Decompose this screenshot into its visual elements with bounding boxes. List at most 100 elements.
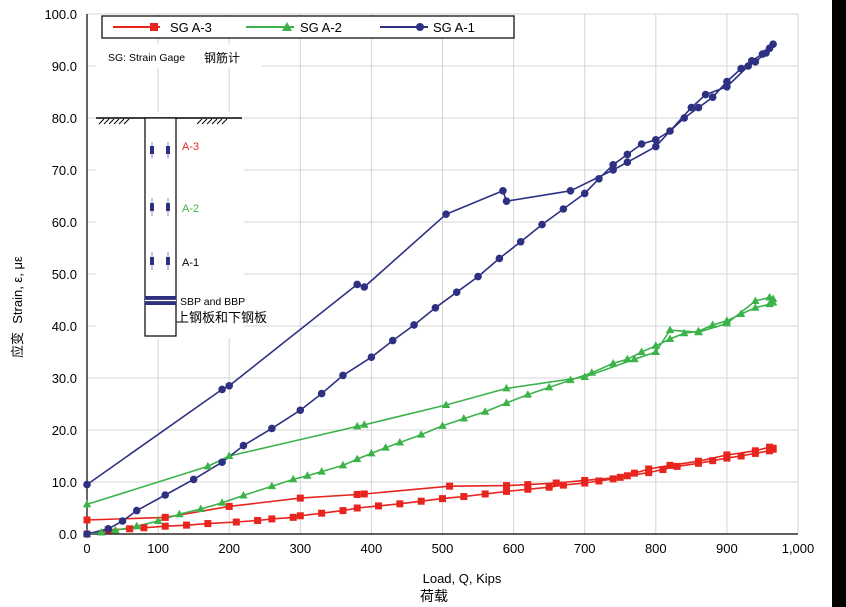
data-point-sg-a2 <box>352 454 362 463</box>
data-point-sg-a3 <box>609 475 617 483</box>
data-point-sg-a2 <box>523 390 533 398</box>
data-point-sg-a1 <box>353 280 361 289</box>
data-point-sg-a2 <box>680 328 689 337</box>
data-point-sg-a2 <box>722 318 732 327</box>
data-point-sg-a3 <box>360 490 368 498</box>
data-point-sg-a3 <box>616 473 624 481</box>
data-point-sg-a2 <box>132 521 141 530</box>
data-point-sg-a2 <box>544 382 554 391</box>
data-point-sg-a3 <box>318 509 326 517</box>
x-tick-label: 600 <box>503 541 525 556</box>
data-point-sg-a3 <box>353 490 361 498</box>
data-point-sg-a3 <box>694 457 702 465</box>
pile-diagram-inset: SG: Strain Gage 钢筋计 <box>96 44 267 338</box>
data-point-sg-a2 <box>651 347 660 355</box>
data-point-sg-a3 <box>268 515 276 523</box>
y-tick-label: 20.0 <box>52 423 77 438</box>
data-point-sg-a3 <box>296 494 304 502</box>
data-point-sg-a1 <box>431 304 440 312</box>
data-point-sg-a3 <box>751 447 759 455</box>
data-point-sg-a3 <box>289 513 297 521</box>
data-point-sg-a3 <box>396 500 404 508</box>
data-point-sg-a3 <box>126 525 134 533</box>
x-tick-label: 1,000 <box>782 541 815 556</box>
data-point-sg-a1 <box>452 288 461 297</box>
series-markers <box>82 40 778 538</box>
x-tick-label: 900 <box>716 541 738 556</box>
data-point-sg-a2 <box>317 467 326 475</box>
data-point-sg-a1 <box>367 353 376 362</box>
data-point-sg-a2 <box>736 309 746 318</box>
data-point-sg-a1 <box>744 62 753 70</box>
data-point-sg-a3 <box>623 472 631 480</box>
data-point-sg-a1 <box>388 336 397 345</box>
y-tick-label: 10.0 <box>52 475 77 490</box>
data-point-sg-a3 <box>481 490 489 498</box>
data-point-sg-a3 <box>737 452 745 460</box>
x-tick-label: 200 <box>218 541 240 556</box>
data-point-sg-a1 <box>339 371 347 380</box>
gage-label-a3: A-3 <box>182 141 199 153</box>
data-point-sg-a1 <box>268 424 276 433</box>
data-point-sg-a2 <box>630 354 639 363</box>
data-point-sg-a3 <box>559 481 567 489</box>
data-point-sg-a2 <box>651 341 660 349</box>
data-point-sg-a2 <box>381 443 390 451</box>
data-point-sg-a1 <box>680 114 689 122</box>
y-tick-label: 40.0 <box>52 319 77 334</box>
data-point-sg-a2 <box>665 334 675 342</box>
data-point-sg-a3 <box>460 493 468 501</box>
data-point-sg-a3 <box>666 461 674 469</box>
data-point-sg-a1 <box>296 406 305 415</box>
data-point-sg-a2 <box>502 383 511 392</box>
x-tick-label: 800 <box>645 541 667 556</box>
data-point-sg-a2 <box>566 375 575 384</box>
data-point-sg-a3 <box>339 507 347 515</box>
data-point-sg-a2 <box>239 491 248 499</box>
data-point-sg-a2 <box>608 358 618 367</box>
data-point-sg-a3 <box>766 447 774 455</box>
data-point-sg-a1 <box>239 441 248 450</box>
x-axis-label-cn: 荷载 <box>420 588 448 604</box>
data-point-sg-a3 <box>417 497 425 505</box>
y-tick-label: 80.0 <box>52 111 77 126</box>
data-point-sg-a3 <box>502 487 510 495</box>
data-point-sg-a2 <box>203 461 213 470</box>
data-point-sg-a3 <box>723 451 731 459</box>
data-point-sg-a1 <box>317 389 326 398</box>
plate-label: SBP and BBP <box>180 296 245 308</box>
data-point-sg-a1 <box>737 64 745 73</box>
data-point-sg-a2 <box>708 320 717 328</box>
data-point-sg-a2 <box>765 292 774 301</box>
data-point-sg-a3 <box>439 495 446 503</box>
x-tick-label: 700 <box>574 541 596 556</box>
data-point-sg-a2 <box>438 421 447 429</box>
data-point-sg-a3 <box>446 482 454 490</box>
x-tick-label: 400 <box>361 541 383 556</box>
data-point-sg-a1 <box>609 166 617 174</box>
legend-item-sg-a3: SG A-3 <box>113 20 212 35</box>
gage-a3 <box>150 142 170 158</box>
data-point-sg-a1 <box>723 77 731 86</box>
y-tick-label: 70.0 <box>52 163 77 178</box>
x-axis-label: Load, Q, Kips <box>423 571 502 586</box>
data-point-sg-a2 <box>751 296 760 305</box>
data-point-sg-a3 <box>645 465 653 473</box>
data-point-sg-a3 <box>225 502 233 510</box>
data-point-sg-a3 <box>630 469 638 477</box>
data-point-sg-a2 <box>97 527 106 536</box>
data-point-sg-a2 <box>459 414 469 422</box>
x-tick-label: 100 <box>147 541 169 556</box>
data-point-sg-a2 <box>395 437 405 446</box>
y-tick-label: 90.0 <box>52 59 77 74</box>
data-point-sg-a1 <box>701 90 710 99</box>
data-point-sg-a3 <box>353 504 361 512</box>
data-point-sg-a1 <box>751 58 760 66</box>
data-point-sg-a2 <box>217 498 227 506</box>
data-point-sg-a3 <box>709 457 717 465</box>
data-point-sg-a2 <box>665 325 675 334</box>
legend-item-sg-a1: SG A-1 <box>380 20 475 35</box>
data-point-sg-a1 <box>694 103 703 112</box>
x-tick-labels: 0 100 200 300 400 500 600 700 800 900 1,000 <box>83 541 814 556</box>
data-point-sg-a2 <box>441 400 451 409</box>
